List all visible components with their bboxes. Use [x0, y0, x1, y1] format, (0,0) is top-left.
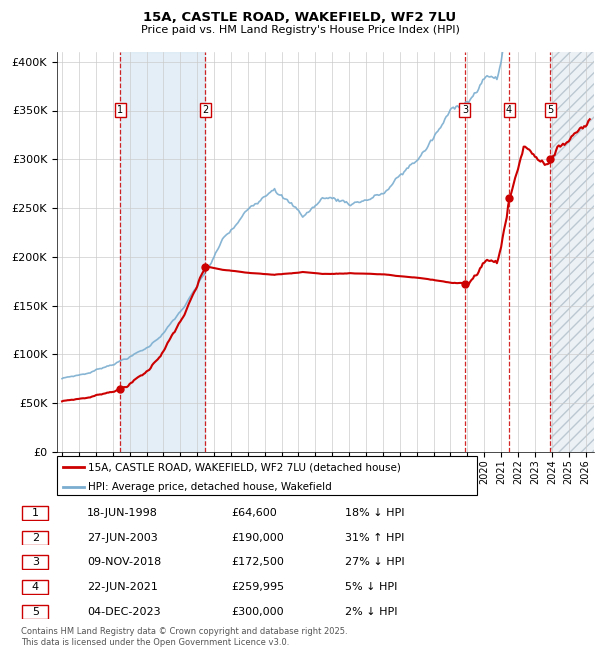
- Text: 31% ↑ HPI: 31% ↑ HPI: [345, 532, 404, 543]
- FancyBboxPatch shape: [22, 604, 49, 619]
- FancyBboxPatch shape: [22, 530, 49, 545]
- Text: 5: 5: [32, 606, 39, 617]
- Text: 04-DEC-2023: 04-DEC-2023: [87, 606, 161, 617]
- Text: 15A, CASTLE ROAD, WAKEFIELD, WF2 7LU: 15A, CASTLE ROAD, WAKEFIELD, WF2 7LU: [143, 11, 457, 24]
- Text: 22-JUN-2021: 22-JUN-2021: [87, 582, 158, 592]
- Text: £259,995: £259,995: [231, 582, 284, 592]
- Text: 5: 5: [547, 105, 554, 115]
- Text: 2: 2: [202, 105, 209, 115]
- FancyBboxPatch shape: [22, 555, 49, 569]
- Text: 2: 2: [32, 532, 39, 543]
- Text: 27-JUN-2003: 27-JUN-2003: [87, 532, 158, 543]
- Text: 3: 3: [32, 557, 39, 567]
- Text: 09-NOV-2018: 09-NOV-2018: [87, 557, 161, 567]
- Text: 5% ↓ HPI: 5% ↓ HPI: [345, 582, 397, 592]
- Bar: [550, 52, 594, 452]
- Text: 4: 4: [506, 105, 512, 115]
- Text: 1: 1: [118, 105, 124, 115]
- Bar: [121, 52, 205, 452]
- Text: 1: 1: [32, 508, 39, 518]
- FancyBboxPatch shape: [22, 506, 49, 520]
- Text: 4: 4: [32, 582, 39, 592]
- Text: 15A, CASTLE ROAD, WAKEFIELD, WF2 7LU (detached house): 15A, CASTLE ROAD, WAKEFIELD, WF2 7LU (de…: [89, 462, 401, 472]
- Text: HPI: Average price, detached house, Wakefield: HPI: Average price, detached house, Wake…: [89, 482, 332, 491]
- Text: Price paid vs. HM Land Registry's House Price Index (HPI): Price paid vs. HM Land Registry's House …: [140, 25, 460, 34]
- FancyBboxPatch shape: [57, 456, 477, 495]
- Text: £190,000: £190,000: [231, 532, 284, 543]
- Text: 18-JUN-1998: 18-JUN-1998: [87, 508, 158, 518]
- Text: £300,000: £300,000: [231, 606, 284, 617]
- Text: 3: 3: [462, 105, 468, 115]
- Text: £172,500: £172,500: [231, 557, 284, 567]
- Text: 18% ↓ HPI: 18% ↓ HPI: [345, 508, 404, 518]
- FancyBboxPatch shape: [22, 580, 49, 594]
- Text: 27% ↓ HPI: 27% ↓ HPI: [345, 557, 404, 567]
- Text: £64,600: £64,600: [231, 508, 277, 518]
- Text: 2% ↓ HPI: 2% ↓ HPI: [345, 606, 398, 617]
- Text: Contains HM Land Registry data © Crown copyright and database right 2025.
This d: Contains HM Land Registry data © Crown c…: [21, 627, 347, 647]
